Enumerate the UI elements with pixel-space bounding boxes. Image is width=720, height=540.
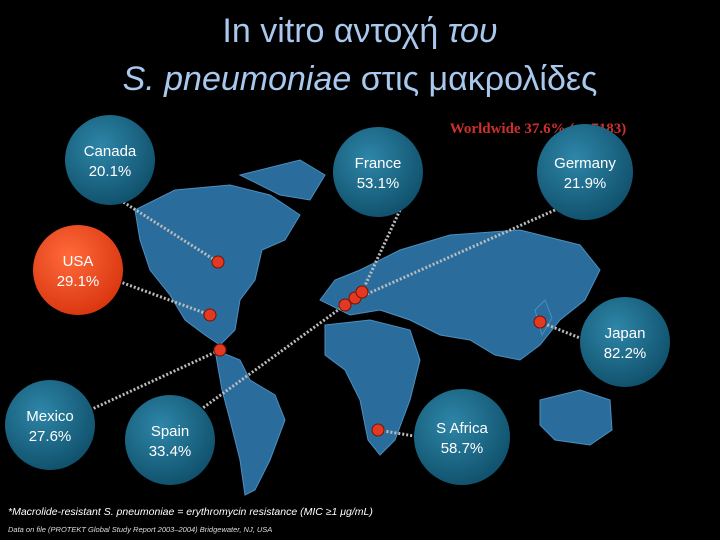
- connector: [377, 428, 421, 439]
- connector: [114, 278, 211, 317]
- country-value: 20.1%: [89, 163, 132, 180]
- country-value: 27.6%: [29, 428, 72, 445]
- country-name: S Africa: [436, 420, 488, 437]
- bubble-circle: [537, 124, 633, 220]
- bubble-circle: [65, 115, 155, 205]
- pin: [533, 315, 547, 329]
- footnote: *Macrolide-resistant S. pneumoniae = ery…: [8, 506, 373, 518]
- pin: [371, 423, 385, 437]
- country-bubble: Japan 82.2%: [580, 297, 670, 387]
- pin: [211, 255, 225, 269]
- bubble-circle: [5, 380, 95, 470]
- country-name: USA: [63, 253, 94, 270]
- country-name: France: [355, 155, 402, 172]
- pin: [203, 308, 217, 322]
- country-name: Japan: [605, 325, 646, 342]
- country-value: 58.7%: [441, 440, 484, 457]
- country-bubble: USA 29.1%: [33, 225, 123, 315]
- bubble-circle: [125, 395, 215, 485]
- title-text: του: [448, 12, 498, 50]
- bubble-circle: [580, 297, 670, 387]
- country-bubble: France 53.1%: [333, 127, 423, 217]
- connector: [199, 303, 346, 412]
- title-text: στις μακρολίδες: [361, 60, 598, 98]
- pin: [213, 343, 227, 357]
- country-bubble: Canada 20.1%: [65, 115, 155, 205]
- pin: [355, 285, 369, 299]
- title-line2: S. pneumoniae στις μακρολίδες: [123, 60, 598, 98]
- title-text: In vitro αντοχή: [222, 12, 438, 50]
- country-value: 21.9%: [564, 175, 607, 192]
- bubble-circle: [33, 225, 123, 315]
- bubbles: Canada 20.1% France 53.1% Germany 21.9% USA 29.…: [5, 115, 670, 485]
- country-name: Canada: [84, 143, 137, 160]
- country-name: Germany: [554, 155, 616, 172]
- bubble-circle: [333, 127, 423, 217]
- bubble-circle: [414, 389, 510, 485]
- country-bubble: S Africa 58.7%: [414, 389, 510, 485]
- country-bubble: Mexico 27.6%: [5, 380, 95, 470]
- pin: [338, 298, 352, 312]
- country-value: 53.1%: [357, 175, 400, 192]
- country-bubble: Germany 21.9%: [537, 124, 633, 220]
- connector: [360, 209, 402, 293]
- country-name: Spain: [151, 423, 189, 440]
- connector-lines: [89, 198, 591, 439]
- country-value: 29.1%: [57, 273, 100, 290]
- connector: [119, 198, 219, 264]
- pins: [203, 255, 547, 437]
- country-name: Mexico: [26, 408, 74, 425]
- country-bubble: Spain 33.4%: [125, 395, 215, 485]
- title-line1: In vitro αντοχή του: [222, 12, 497, 50]
- title-text: S. pneumoniae: [123, 60, 352, 98]
- source: Data on file (PROTEKT Global Study Repor…: [8, 525, 272, 534]
- country-value: 33.4%: [149, 443, 192, 460]
- country-value: 82.2%: [604, 345, 647, 362]
